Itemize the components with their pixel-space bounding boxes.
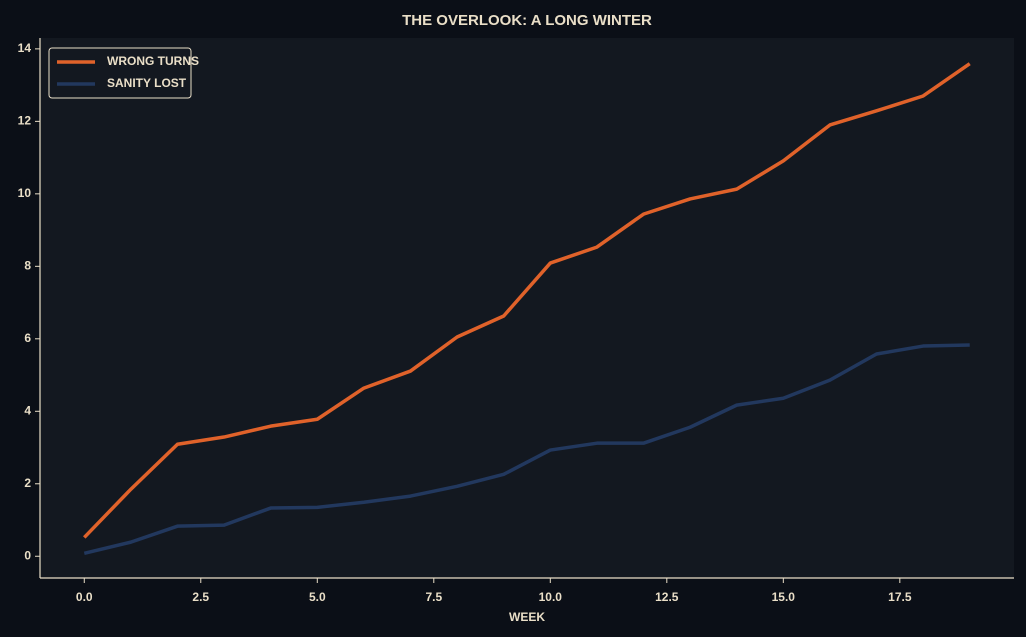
x-tick-label: 10.0 xyxy=(539,590,563,604)
y-tick-label: 12 xyxy=(18,114,32,128)
legend-label: SANITY LOST xyxy=(107,76,187,90)
y-tick-label: 0 xyxy=(24,548,31,562)
line xyxy=(83,62,971,539)
x-tick-label: 0.0 xyxy=(76,590,93,604)
x-tick-label: 12.5 xyxy=(655,590,679,604)
x-axis-label: WEEK xyxy=(509,610,545,624)
y-tick-label: 4 xyxy=(24,403,31,417)
line xyxy=(83,343,970,556)
x-tick-label: 15.0 xyxy=(772,590,796,604)
y-tick-label: 8 xyxy=(24,258,31,272)
y-tick-label: 2 xyxy=(24,476,31,490)
x-tick-label: 17.5 xyxy=(888,590,912,604)
x-tick-label: 2.5 xyxy=(192,590,209,604)
chart-title: THE OVERLOOK: A LONG WINTER xyxy=(402,12,652,29)
x-tick-label: 7.5 xyxy=(425,590,442,604)
y-tick-label: 14 xyxy=(18,41,32,55)
y-tick-label: 10 xyxy=(18,186,32,200)
x-tick-label: 5.0 xyxy=(309,590,326,604)
y-tick-label: 6 xyxy=(24,331,31,345)
plot-area xyxy=(40,38,1014,578)
legend-label: WRONG TURNS xyxy=(107,54,199,68)
